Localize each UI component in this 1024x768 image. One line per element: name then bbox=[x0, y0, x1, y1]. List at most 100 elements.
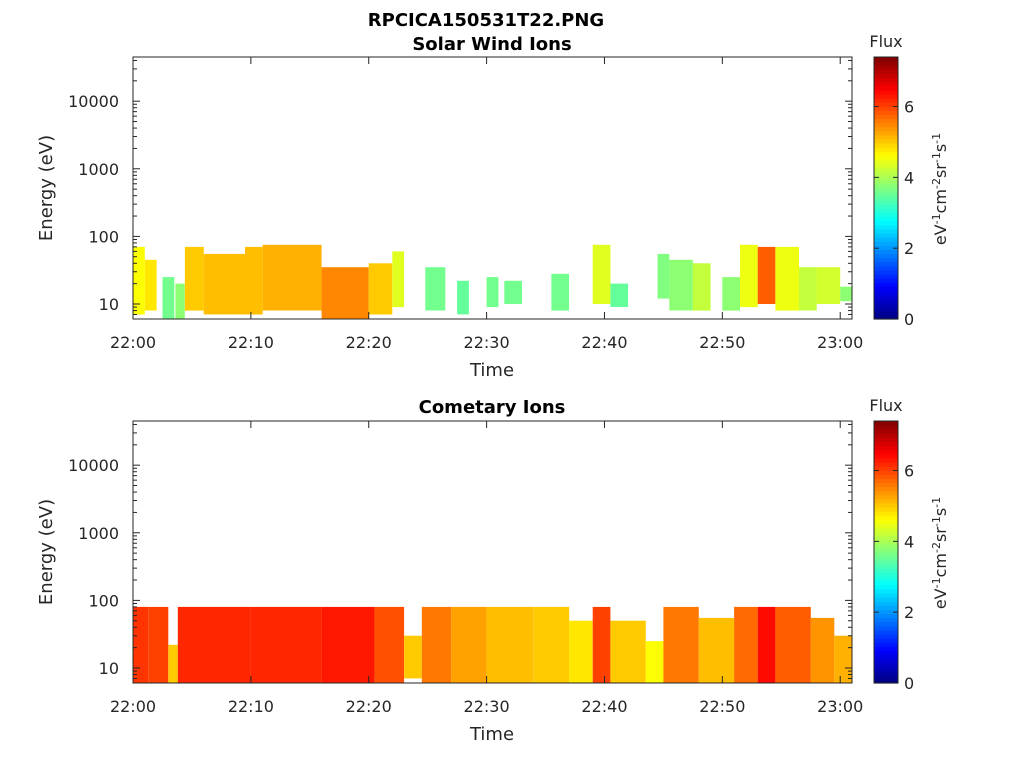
colorbar-step bbox=[874, 278, 898, 283]
colorbar-title: Flux bbox=[869, 396, 902, 415]
colorbar-step bbox=[874, 482, 898, 488]
heatmap-cell bbox=[262, 244, 322, 311]
heatmap-cell bbox=[451, 606, 487, 683]
colorbar-step bbox=[874, 461, 898, 467]
heatmap-cell bbox=[162, 277, 175, 319]
colorbar-step bbox=[874, 261, 898, 267]
colorbar-step bbox=[874, 314, 898, 320]
heatmap-cell bbox=[757, 246, 776, 304]
colorbar-step bbox=[874, 502, 898, 508]
colorbar-step bbox=[874, 588, 898, 594]
heatmap-cell bbox=[551, 273, 570, 311]
x-tick-label: 23:00 bbox=[817, 697, 863, 716]
x-tick-label: 22:30 bbox=[464, 333, 510, 352]
heatmap-cell bbox=[816, 267, 841, 304]
colorbar-step bbox=[874, 601, 898, 606]
colorbar-step bbox=[874, 61, 898, 66]
colorbar-step bbox=[874, 633, 898, 639]
x-tick-label: 22:20 bbox=[346, 697, 392, 716]
heatmap-cell bbox=[775, 246, 799, 311]
colorbar-step bbox=[874, 466, 898, 471]
colorbar-step bbox=[874, 302, 898, 308]
panel-solar-wind: Solar Wind Ions 22:00 22:10 22:20 22:30 22:4… bbox=[36, 32, 950, 381]
colorbar-step bbox=[874, 543, 898, 549]
y-tick-label: 10000 bbox=[68, 92, 119, 111]
heatmap-cell bbox=[722, 277, 740, 311]
panel-title: Cometary Ions bbox=[419, 397, 566, 418]
colorbar-frame bbox=[873, 56, 899, 320]
heatmap-cell bbox=[486, 277, 499, 308]
colorbar-step bbox=[874, 666, 898, 672]
heatmap-cell bbox=[592, 244, 611, 304]
colorbar-step bbox=[874, 654, 898, 660]
heatmap-cell bbox=[757, 606, 776, 683]
x-tick-label: 22:00 bbox=[110, 333, 156, 352]
heatmap-cell bbox=[504, 280, 522, 304]
x-axis-label: Time bbox=[469, 724, 514, 745]
colorbar-step bbox=[874, 179, 898, 185]
y-tick-label: 10000 bbox=[68, 456, 119, 475]
colorbar-step bbox=[874, 617, 898, 623]
colorbar-step bbox=[874, 642, 898, 647]
heatmap-cell bbox=[175, 283, 185, 319]
colorbar-step bbox=[874, 523, 898, 529]
heatmap-cell bbox=[321, 267, 369, 319]
x-tick-label: 22:40 bbox=[581, 697, 627, 716]
colorbar-step bbox=[874, 216, 898, 222]
colorbar-step bbox=[874, 106, 898, 111]
axis-ticks: 22:00 22:10 22:20 22:30 22:40 22:50 23:00 10 100… bbox=[68, 57, 863, 352]
colorbar-step bbox=[874, 142, 898, 148]
x-axis-label: Time bbox=[469, 360, 514, 381]
colorbar-step bbox=[874, 646, 898, 651]
colorbar-step bbox=[874, 519, 898, 524]
colorbar-step bbox=[874, 527, 898, 533]
heatmap-cell bbox=[184, 246, 204, 311]
colorbar-tick-label: 2 bbox=[904, 239, 914, 258]
colorbar-step bbox=[874, 597, 898, 602]
colorbar-step bbox=[874, 498, 898, 504]
colorbar-step bbox=[874, 539, 898, 545]
heatmap-cell bbox=[663, 606, 699, 683]
colorbar-step bbox=[874, 474, 898, 479]
axis-ticks: 22:00 22:10 22:20 22:30 22:40 22:50 23:00 10 100… bbox=[68, 421, 863, 716]
colorbar-step bbox=[874, 273, 898, 279]
y-tick-label: 1000 bbox=[78, 524, 119, 543]
heatmap-cell bbox=[610, 283, 629, 307]
colorbar-step bbox=[874, 580, 898, 586]
colorbar-step bbox=[874, 97, 898, 103]
colorbar-step bbox=[874, 114, 898, 119]
colorbar-step bbox=[874, 282, 898, 287]
colorbar-step bbox=[874, 249, 898, 255]
colorbar-tick-label: 2 bbox=[904, 603, 914, 622]
heatmap-cell bbox=[421, 606, 452, 683]
colorbar-step bbox=[874, 584, 898, 590]
colorbar-step bbox=[874, 265, 898, 271]
colorbar-step bbox=[874, 228, 898, 234]
x-tick-label: 22:20 bbox=[346, 333, 392, 352]
colorbar-step bbox=[874, 200, 898, 205]
colorbar-step bbox=[874, 506, 898, 512]
x-tick-label: 22:50 bbox=[699, 333, 745, 352]
colorbar-step bbox=[874, 625, 898, 631]
colorbar-step bbox=[874, 110, 898, 115]
colorbar-step bbox=[874, 69, 898, 74]
colorbar: 0 2 4 6 bbox=[873, 420, 914, 693]
heatmap-cell bbox=[775, 606, 811, 683]
y-tick-label: 100 bbox=[88, 227, 119, 246]
heatmap-cell bbox=[203, 253, 245, 315]
colorbar-step bbox=[874, 93, 898, 99]
colorbar-step bbox=[874, 269, 898, 275]
colorbar-step bbox=[874, 77, 898, 83]
heatmap-cell bbox=[133, 246, 145, 315]
colorbar-step bbox=[874, 658, 898, 664]
colorbar-label: eV-1cm-2sr-1s-1 bbox=[930, 133, 950, 245]
colorbar-step bbox=[874, 613, 898, 619]
colorbar-step bbox=[874, 592, 898, 598]
heatmap-cell bbox=[148, 606, 169, 683]
colorbar-step bbox=[874, 294, 898, 300]
heatmap-cell bbox=[368, 263, 393, 315]
colorbar-step bbox=[874, 85, 898, 91]
x-tick-label: 22:10 bbox=[228, 333, 274, 352]
heatmap-cell bbox=[669, 259, 693, 311]
colorbar-step bbox=[874, 490, 898, 496]
